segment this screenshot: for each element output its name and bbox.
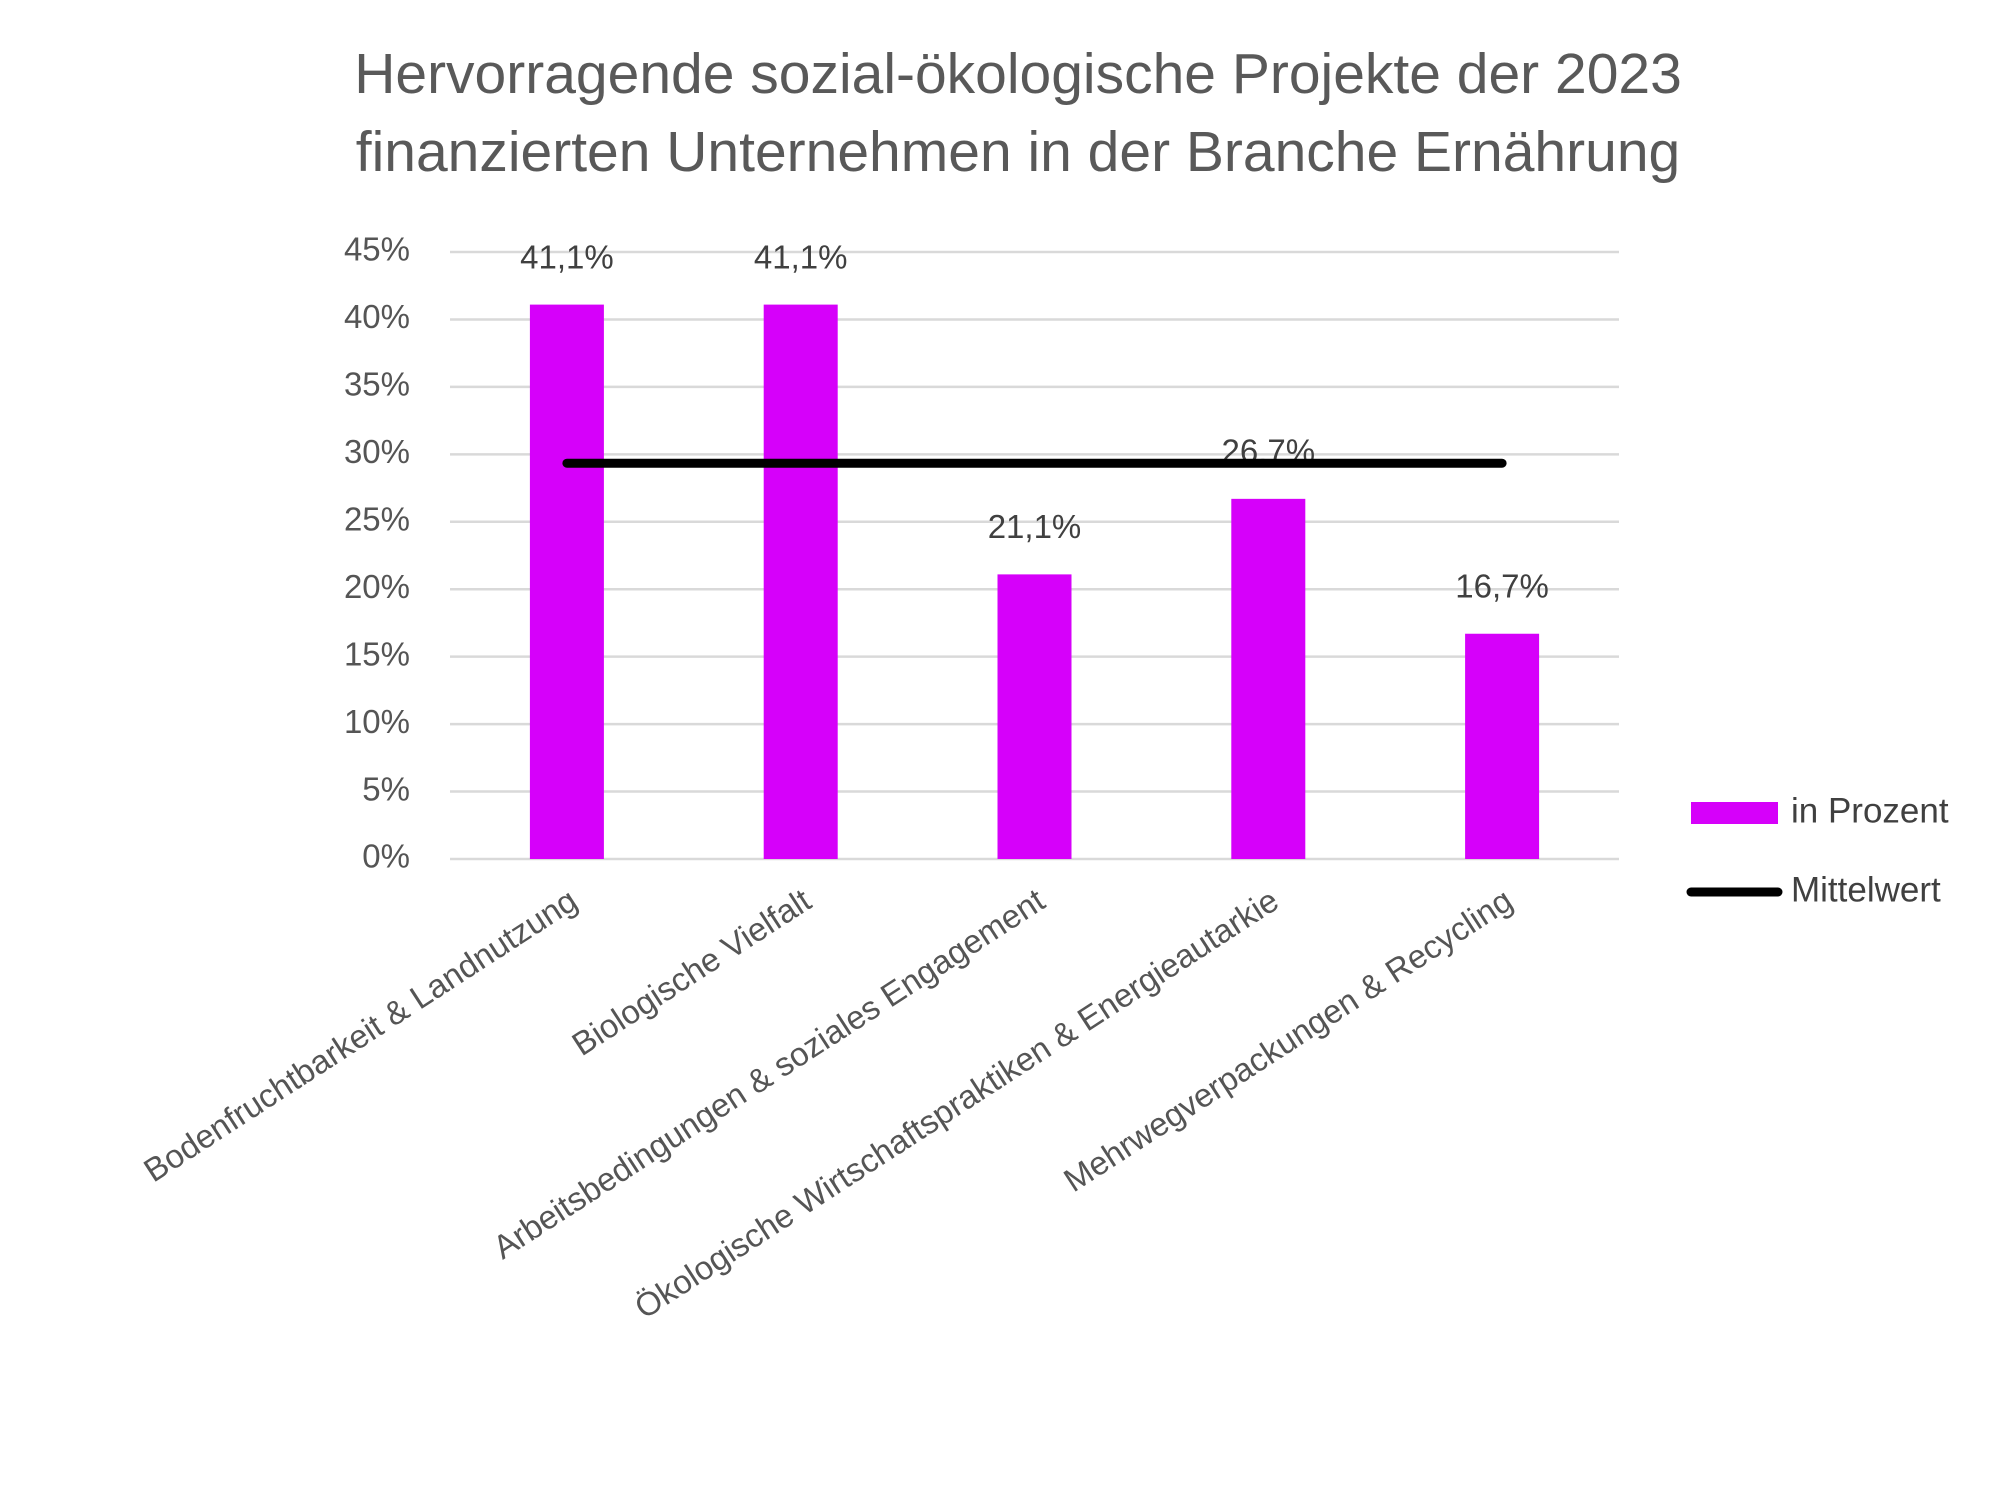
chart-title: Hervorragende sozial-ökologische Projekt… [354, 42, 1682, 106]
data-label: 41,1% [754, 238, 848, 275]
bar [1465, 633, 1540, 859]
bar [529, 304, 604, 859]
y-tick-label: 45% [344, 231, 410, 268]
y-tick-label: 40% [344, 298, 410, 335]
chart-title: finanzierten Unternehmen in der Branche … [356, 120, 1680, 184]
y-tick-label: 0% [362, 838, 410, 875]
y-tick-label: 30% [344, 433, 410, 470]
x-tick-label: Bodenfruchtbarkeit & Landnutzung [137, 881, 583, 1189]
bar [763, 304, 838, 859]
x-tick-label: Biologische Vielfalt [565, 881, 817, 1063]
y-tick-label: 35% [344, 366, 410, 403]
legend-label: Mittelwert [1791, 870, 1941, 909]
y-tick-label: 25% [344, 500, 410, 537]
bar [997, 574, 1072, 859]
y-tick-label: 10% [344, 703, 410, 740]
data-label: 16,7% [1455, 567, 1549, 604]
x-tick-label: Mehrwegverpackungen & Recycling [1057, 881, 1519, 1199]
y-tick-label: 5% [362, 770, 410, 807]
legend-swatch [1691, 802, 1778, 824]
data-label: 41,1% [520, 238, 614, 275]
data-label: 21,1% [988, 508, 1082, 545]
y-tick-label: 20% [344, 568, 410, 605]
y-tick-label: 15% [344, 635, 410, 672]
bar [1231, 498, 1306, 859]
legend-label: in Prozent [1791, 791, 1949, 830]
